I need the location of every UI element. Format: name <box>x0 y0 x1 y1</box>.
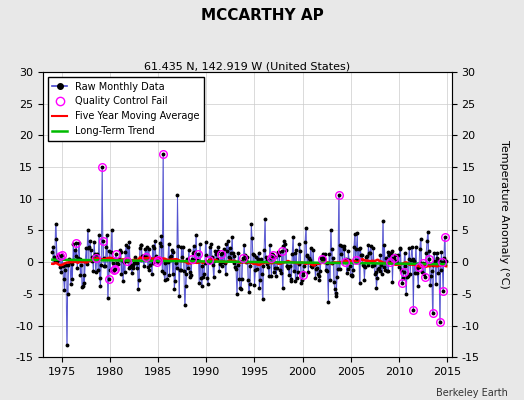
Title: 61.435 N, 142.919 W (United States): 61.435 N, 142.919 W (United States) <box>144 61 351 71</box>
Text: MCCARTHY AP: MCCARTHY AP <box>201 8 323 23</box>
Text: Berkeley Earth: Berkeley Earth <box>436 388 508 398</box>
Legend: Raw Monthly Data, Quality Control Fail, Five Year Moving Average, Long-Term Tren: Raw Monthly Data, Quality Control Fail, … <box>48 77 204 141</box>
Y-axis label: Temperature Anomaly (°C): Temperature Anomaly (°C) <box>499 140 509 289</box>
